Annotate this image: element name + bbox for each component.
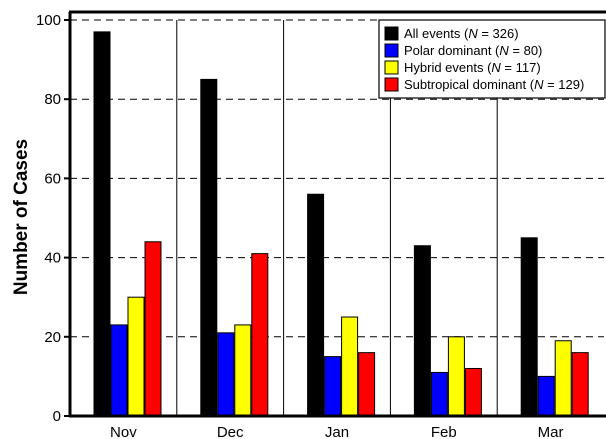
legend-entry: Subtropical dominant (N = 129) xyxy=(404,77,584,92)
bar-subtropical-dominant-mar xyxy=(571,352,589,417)
bar-polar-dominant-mar xyxy=(537,375,555,417)
y-tick-labels: 0 20 40 60 80 100 xyxy=(36,12,70,425)
bar-hybrid-events-jan xyxy=(341,316,359,417)
bar-polar-dominant-dec xyxy=(217,332,235,417)
legend: All events (N = 326) Polar dominant (N = … xyxy=(378,19,606,99)
legend-entry: All events (N = 326) xyxy=(404,26,519,41)
y-tick-label: 80 xyxy=(44,91,61,108)
bar-all-events-nov xyxy=(93,31,111,417)
x-tick-label: Dec xyxy=(217,424,244,439)
y-tick-label: 60 xyxy=(44,170,61,187)
x-tick-label: Jan xyxy=(325,424,349,439)
bar-hybrid-events-mar xyxy=(554,340,572,417)
x-tick-label: Mar xyxy=(538,424,564,439)
x-tick-labels: Nov Dec Jan Feb Mar xyxy=(110,424,563,439)
bar-polar-dominant-jan xyxy=(324,356,342,417)
bar-hybrid-events-nov xyxy=(127,296,145,417)
x-tick-label: Nov xyxy=(110,424,137,439)
bar-subtropical-dominant-dec xyxy=(251,253,269,417)
y-tick-label: 0 xyxy=(53,408,61,425)
y-axis-label: Number of Cases xyxy=(11,139,32,295)
y-tick-label: 40 xyxy=(44,250,61,267)
bar-polar-dominant-nov xyxy=(110,324,128,417)
bar-hybrid-events-dec xyxy=(234,324,252,417)
x-tick-label: Feb xyxy=(431,424,457,439)
bar-subtropical-dominant-feb xyxy=(464,367,482,417)
legend-swatch xyxy=(384,26,399,41)
bar-all-events-mar xyxy=(520,237,538,417)
bars-group xyxy=(93,31,589,417)
legend-swatch xyxy=(384,77,399,92)
legend-swatch xyxy=(384,60,399,75)
legend-box xyxy=(378,19,606,99)
legend-swatch xyxy=(384,43,399,58)
y-tick-label: 20 xyxy=(44,329,61,346)
bar-all-events-dec xyxy=(200,78,218,417)
bar-subtropical-dominant-jan xyxy=(358,352,376,417)
bar-hybrid-events-feb xyxy=(447,336,465,417)
legend-entry: Hybrid events (N = 117) xyxy=(404,60,541,75)
bar-all-events-feb xyxy=(413,245,431,417)
legend-entry: Polar dominant (N = 80) xyxy=(404,43,542,58)
bar-all-events-jan xyxy=(307,193,325,417)
bar-subtropical-dominant-nov xyxy=(144,241,162,417)
bar-polar-dominant-feb xyxy=(430,371,448,417)
axes xyxy=(68,10,606,418)
y-tick-label: 100 xyxy=(36,12,61,29)
